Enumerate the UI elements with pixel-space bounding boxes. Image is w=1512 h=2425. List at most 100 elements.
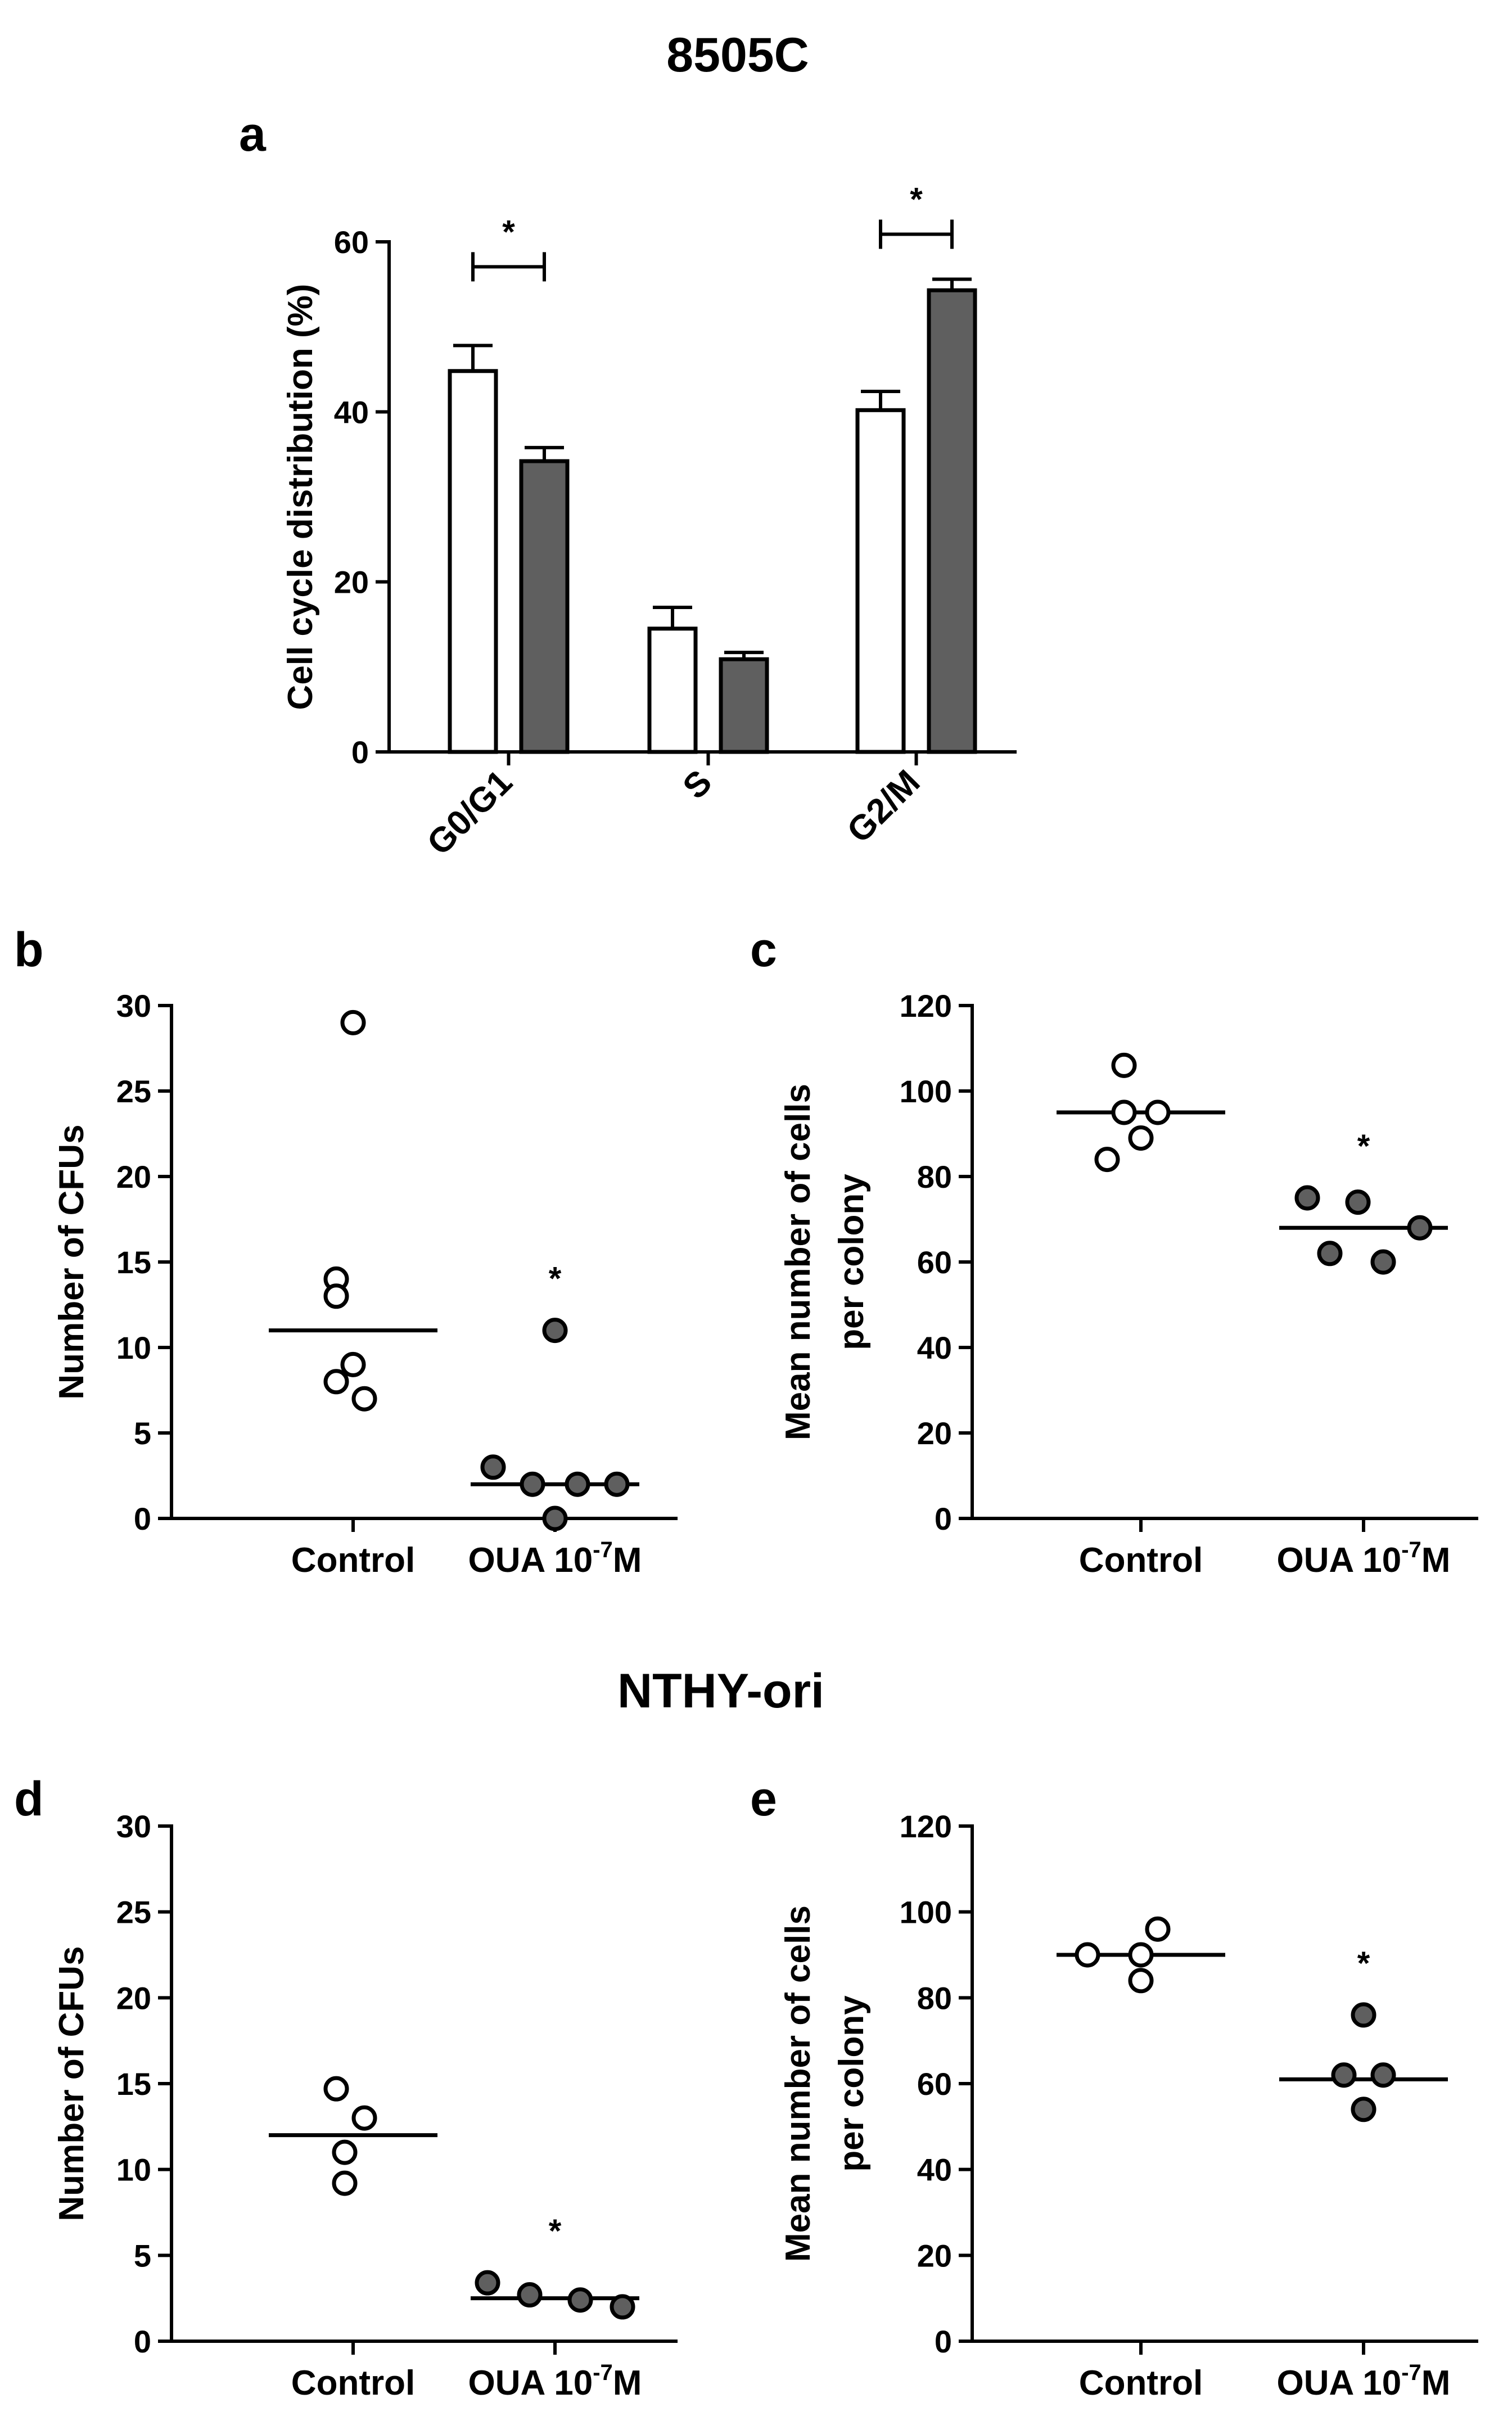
point-control <box>332 2139 358 2165</box>
point-control <box>1145 1099 1171 1125</box>
point-oua <box>1294 1185 1320 1211</box>
point-control <box>1128 1942 1154 1968</box>
point-control <box>332 2170 358 2196</box>
point-control <box>1111 1052 1137 1078</box>
y-tick-label: 100 <box>900 1074 952 1109</box>
panel-label-e: e <box>750 1772 777 1826</box>
panel-label-c: c <box>750 923 777 977</box>
y-tick-label: 15 <box>116 2066 151 2102</box>
point-control <box>323 2076 349 2102</box>
y-tick-label: 120 <box>900 988 952 1024</box>
y-tick-label: 40 <box>334 394 369 430</box>
point-control <box>323 1283 349 1309</box>
y-tick-label: 20 <box>116 1159 151 1195</box>
point-oua <box>1370 2062 1396 2088</box>
y-tick-label: 60 <box>917 2066 952 2102</box>
point-control <box>340 1009 366 1035</box>
y-tick-label: 15 <box>116 1245 151 1280</box>
point-control <box>1128 1968 1154 1994</box>
panel-a-bar-chart: 0 20 40 60 Cell cycle distribution (%) G0/G1 S… <box>281 182 1017 863</box>
point-oua <box>1370 1249 1396 1275</box>
y-tick-label: 10 <box>116 2152 151 2188</box>
bar-oua-g2m <box>927 288 977 754</box>
x-tick-label-control: Control <box>1079 1541 1203 1580</box>
y-tick-label: 25 <box>116 1074 151 1109</box>
bar-oua-g0g1 <box>519 459 570 754</box>
bar-control-s <box>647 626 698 754</box>
x-tick-label-control: Control <box>291 2364 415 2403</box>
y-tick-label: 20 <box>116 1980 151 2016</box>
point-oua <box>567 2287 593 2313</box>
x-tick-label: G0/G1 <box>419 763 520 863</box>
y-tick-label: 80 <box>917 1980 952 2016</box>
point-oua <box>1407 1215 1433 1241</box>
y-tick-label: 60 <box>334 224 369 260</box>
y-tick-label: 5 <box>134 1416 151 1451</box>
y-tick-label: 0 <box>935 2324 952 2359</box>
x-tick-label-control: Control <box>1079 2364 1203 2403</box>
x-tick-label: S <box>675 763 719 806</box>
significance-star: * <box>910 182 923 218</box>
y-tick-label: 0 <box>134 2324 151 2359</box>
y-tick-label: 0 <box>134 1501 151 1536</box>
point-oua <box>610 2294 635 2320</box>
y-tick-label: 100 <box>900 1895 952 1930</box>
point-control <box>340 1351 366 1377</box>
point-oua <box>475 2270 500 2296</box>
point-control <box>1075 1942 1100 1968</box>
x-tick-label-control: Control <box>291 1541 415 1580</box>
y-tick-label: 60 <box>917 1245 952 1280</box>
point-oua <box>480 1454 506 1480</box>
panel-e-scatter: 0 20 40 60 80 100 120 Mean number of cells per c… <box>779 1809 1478 2403</box>
point-control <box>1094 1147 1120 1173</box>
y-tick-label: 30 <box>116 988 151 1024</box>
point-oua <box>604 1471 630 1497</box>
point-control <box>351 1386 377 1412</box>
y-axis-label: per colony <box>832 1174 871 1350</box>
y-axis-label: Mean number of cells <box>779 1084 818 1440</box>
x-tick-label-oua: OUA 10-7M <box>468 1538 642 1580</box>
y-tick-label: 0 <box>935 1501 952 1536</box>
panel-label-d: d <box>14 1772 44 1826</box>
point-oua <box>1331 2062 1357 2088</box>
point-oua <box>542 1318 568 1344</box>
point-control <box>1128 1125 1154 1151</box>
point-oua <box>520 1471 545 1497</box>
point-oua <box>1317 1241 1343 1266</box>
panel-label-a: a <box>239 107 267 161</box>
y-axis-label: Cell cycle distribution (%) <box>281 284 320 710</box>
x-tick-label-oua: OUA 10-7M <box>468 2360 642 2403</box>
x-tick-label: G2/M <box>840 763 927 850</box>
point-oua <box>565 1471 590 1497</box>
significance-star: * <box>549 2213 562 2250</box>
point-control <box>1145 1916 1171 1942</box>
y-axis-label: Number of CFUs <box>52 1124 91 1399</box>
y-tick-label: 120 <box>900 1809 952 1844</box>
y-axis-label: Mean number of cells <box>779 1905 818 2262</box>
bar-oua-s <box>719 657 769 754</box>
point-oua <box>1351 2002 1376 2028</box>
point-control <box>351 2105 377 2131</box>
title-8505c: 8505C <box>666 28 809 82</box>
point-oua <box>517 2282 543 2308</box>
title-nthy-ori: NTHY-ori <box>617 1664 824 1718</box>
panel-c-scatter: 0 20 40 60 80 100 120 Mean number of cells per c… <box>779 988 1478 1580</box>
y-tick-label: 40 <box>917 1330 952 1365</box>
y-tick-label: 0 <box>351 734 369 770</box>
y-tick-label: 20 <box>334 565 369 600</box>
y-tick-label: 5 <box>134 2238 151 2273</box>
bar-control-g0g1 <box>448 369 498 754</box>
significance-star: * <box>1357 1128 1370 1165</box>
y-tick-label: 20 <box>917 2238 952 2273</box>
significance-star: * <box>1357 1945 1370 1982</box>
panel-b-scatter: 0 5 10 15 20 25 30 Number of CFUs Control OUA 10-… <box>52 988 678 1580</box>
x-tick-label-oua: OUA 10-7M <box>1277 2360 1451 2403</box>
point-control <box>323 1369 349 1395</box>
significance-star: * <box>502 214 515 250</box>
panel-label-b: b <box>14 923 44 977</box>
y-tick-label: 40 <box>917 2152 952 2188</box>
point-oua <box>1345 1189 1371 1215</box>
bar-control-g2m <box>855 408 906 754</box>
y-axis-label: Number of CFUs <box>52 1946 91 2221</box>
